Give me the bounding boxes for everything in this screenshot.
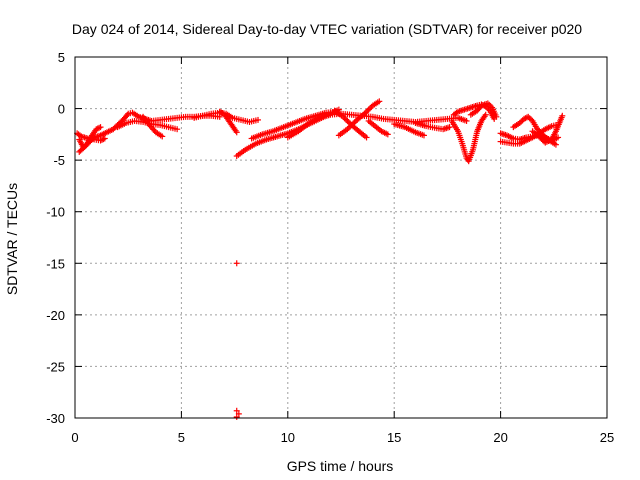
y-tick-label: -20	[46, 308, 65, 323]
data-point	[363, 134, 370, 141]
data-point	[174, 126, 181, 133]
plot-frame	[74, 56, 608, 419]
data-point	[345, 119, 352, 126]
data-point	[526, 115, 533, 122]
x-tick-label: 15	[387, 430, 401, 445]
data-point	[555, 134, 562, 141]
y-tick-label: -5	[53, 153, 65, 168]
data-point	[233, 407, 240, 414]
y-axis-label: SDTVAR / TECUs	[4, 183, 20, 295]
data-point	[367, 105, 374, 112]
x-tick-label: 0	[71, 430, 78, 445]
y-tick-label: -10	[46, 205, 65, 220]
data-point	[463, 117, 470, 124]
x-tick-label: 10	[281, 430, 295, 445]
data-point	[255, 116, 262, 123]
data-point	[493, 113, 500, 120]
y-tick-label: 0	[58, 102, 65, 117]
data-point	[344, 117, 351, 124]
data-point	[420, 132, 427, 139]
data-point	[218, 109, 225, 116]
data-point	[98, 136, 105, 143]
data-point	[124, 112, 131, 119]
data-point	[233, 129, 240, 136]
data-point	[365, 106, 372, 113]
data-point	[235, 410, 242, 417]
data-point	[96, 124, 103, 131]
data-point	[159, 133, 166, 140]
y-tick-label: -15	[46, 256, 65, 271]
y-tick-label: -30	[46, 411, 65, 426]
data-point	[233, 413, 240, 420]
x-axis-label: GPS time / hours	[287, 458, 394, 474]
data-point	[559, 112, 566, 119]
data-points	[74, 98, 566, 420]
chart-title: Day 024 of 2014, Sidereal Day-to-day VTE…	[72, 21, 582, 37]
data-point	[384, 131, 391, 138]
data-point	[97, 124, 104, 131]
data-point	[342, 116, 349, 123]
data-point	[376, 98, 383, 105]
y-tick-label: -25	[46, 359, 65, 374]
axis-ticks: 0 5 10 15 20 25 5 0 -5 -10 -15 -20 -25 -30	[46, 50, 614, 445]
data-point	[101, 135, 108, 142]
data-point	[233, 260, 240, 267]
y-tick-label: 5	[58, 50, 65, 65]
data-point	[482, 111, 489, 118]
data-point	[446, 124, 453, 131]
x-tick-label: 20	[493, 430, 507, 445]
data-point	[100, 136, 107, 143]
data-point	[347, 123, 354, 130]
x-tick-label: 5	[178, 430, 185, 445]
x-tick-label: 25	[600, 430, 614, 445]
data-point	[552, 141, 559, 148]
